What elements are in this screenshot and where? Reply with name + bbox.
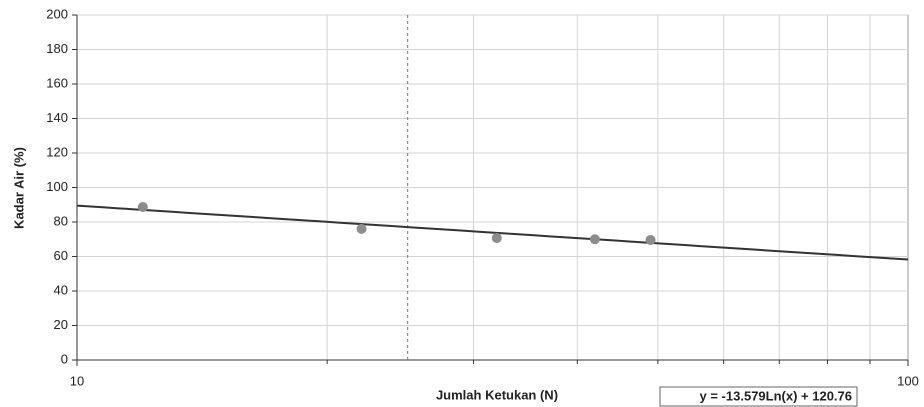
y-tick-label: 60 (54, 248, 68, 263)
y-tick-label: 0 (61, 351, 68, 366)
data-point (138, 202, 148, 212)
x-axis-title: Jumlah Ketukan (N) (436, 387, 558, 402)
y-tick-label: 140 (46, 110, 68, 125)
data-point (590, 234, 600, 244)
data-point (646, 235, 656, 245)
trendline-equation: y = -13.579Ln(x) + 120.76 (700, 388, 852, 403)
data-point (357, 224, 367, 234)
x-tick-label: 10 (70, 373, 84, 388)
y-tick-label: 160 (46, 75, 68, 90)
y-tick-label: 180 (46, 41, 68, 56)
y-tick-label: 40 (54, 282, 68, 297)
y-axis-title: Kadar Air (%) (11, 147, 26, 229)
y-tick-label: 100 (46, 179, 68, 194)
y-tick-label: 120 (46, 144, 68, 159)
data-point (492, 233, 502, 243)
chart: Kadar Air (%) Jumlah Ketukan (N) y = -13… (0, 0, 924, 407)
y-tick-label: 80 (54, 213, 68, 228)
y-tick-label: 200 (46, 6, 68, 21)
x-tick-label: 100 (897, 373, 919, 388)
y-tick-label: 20 (54, 317, 68, 332)
